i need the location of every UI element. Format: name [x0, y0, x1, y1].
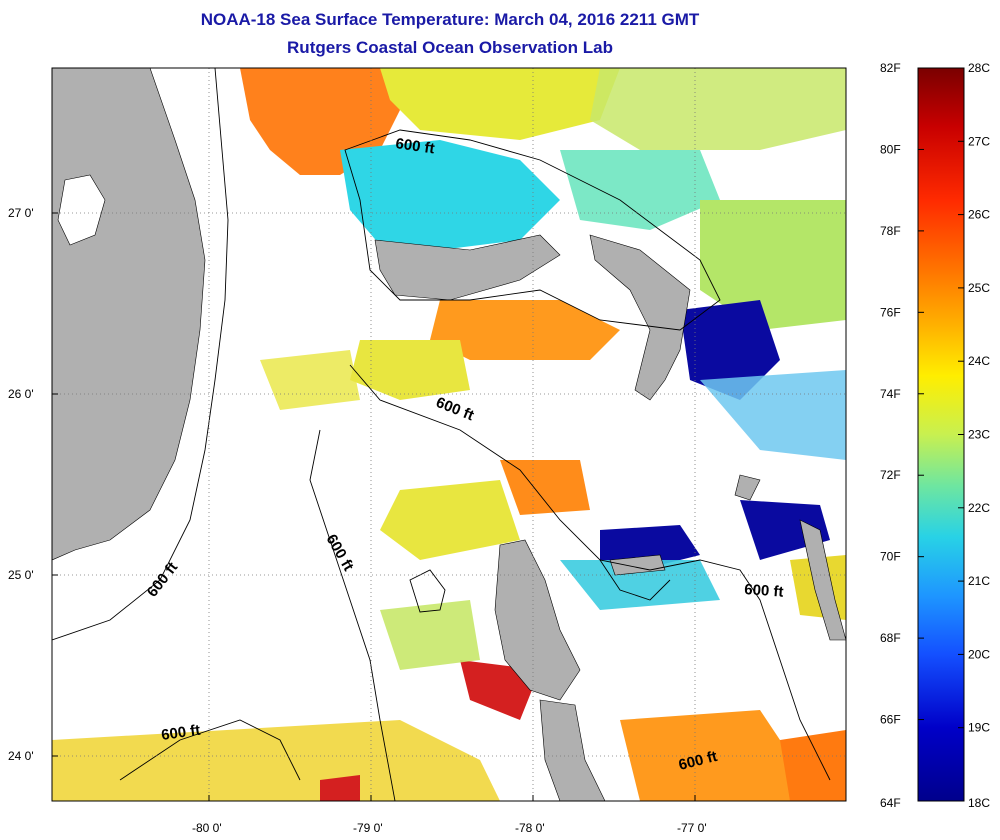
sst-patch-green-north	[590, 68, 846, 150]
lat-label: 25 0'	[8, 568, 34, 582]
sst-patch-dark-blue	[680, 300, 780, 400]
lat-label: 26 0'	[8, 387, 34, 401]
colorbar-c-label: 27C	[968, 134, 990, 148]
colorbar-c-label: 25C	[968, 281, 990, 295]
colorbar-f-label: 80F	[880, 142, 901, 156]
lon-axis-labels: -80 0' -79 0' -78 0' -77 0'	[192, 821, 707, 835]
sst-patch-yellow-north	[380, 68, 620, 140]
sst-patch-yellow-mid	[350, 340, 470, 400]
contour-tongue	[599, 559, 671, 601]
colorbar-c-label: 18C	[968, 796, 990, 810]
colorbar-gradient	[917, 67, 965, 802]
colorbar-c-label: 19C	[968, 721, 990, 735]
colorbar: 82F 80F 78F 76F 74F 72F 70F 68F 66F 64F 28C 27C 26C…	[880, 61, 990, 810]
land-eleuthera	[734, 474, 761, 501]
lon-label: -77 0'	[677, 821, 707, 835]
colorbar-fahrenheit-labels: 82F 80F 78F 76F 74F 72F 70F 68F 66F 64F	[880, 61, 924, 810]
sst-patches	[52, 68, 846, 801]
contour-great-bahama	[349, 364, 831, 781]
colorbar-c-label: 21C	[968, 574, 990, 588]
map-frame	[51, 67, 847, 802]
sst-patch-red-sw	[320, 775, 360, 801]
colorbar-f-label: 66F	[880, 713, 901, 727]
sst-patch-green-east	[700, 200, 846, 330]
sst-patch-green-sc	[380, 600, 480, 670]
sst-patch-orange-mid	[430, 300, 620, 360]
map-title: NOAA-18 Sea Surface Temperature: March 0…	[200, 10, 700, 29]
colorbar-f-label: 78F	[880, 224, 901, 238]
lon-label: -78 0'	[515, 821, 545, 835]
map-subtitle: Rutgers Coastal Ocean Observation Lab	[287, 38, 613, 57]
lat-label: 24 0'	[8, 749, 34, 763]
land-grand-bahama	[374, 234, 561, 301]
sst-patch-cyan	[340, 140, 560, 250]
colorbar-celsius-labels: 28C 27C 26C 25C 24C 23C 22C 21C 20C 19C 18C	[958, 61, 990, 810]
colorbar-f-label: 70F	[880, 550, 901, 564]
colorbar-f-label: 76F	[880, 305, 901, 319]
colorbar-f-label: 74F	[880, 387, 901, 401]
sst-patch-cyan-2	[560, 150, 720, 230]
contour-cay-sal	[409, 569, 446, 613]
contour-florida-shelf	[52, 68, 229, 641]
sst-patch-yellow-south	[52, 720, 500, 801]
colorbar-c-label: 20C	[968, 647, 990, 661]
land	[52, 68, 846, 801]
contour-great-bahama-w	[309, 429, 396, 801]
contour-label: 600 ft	[744, 581, 784, 601]
colorbar-f-label: 64F	[880, 796, 901, 810]
bathymetry-contours	[52, 68, 831, 801]
contour-label: 600 ft	[394, 135, 435, 157]
colorbar-f-label: 72F	[880, 468, 901, 482]
colorbar-f-label: 68F	[880, 631, 901, 645]
sst-patch-orange-se	[780, 730, 846, 801]
colorbar-c-label: 26C	[968, 208, 990, 222]
lon-label: -79 0'	[353, 821, 383, 835]
contour-little-bahama	[344, 129, 721, 331]
sst-patch-light-blue	[700, 370, 846, 460]
land-abaco	[589, 234, 691, 401]
sst-patch-cyan-sc	[560, 560, 720, 610]
lake-okeechobee	[57, 174, 106, 246]
colorbar-c-label: 28C	[968, 61, 990, 75]
lon-label: -80 0'	[192, 821, 222, 835]
land-andros-south	[539, 699, 606, 801]
contour-label: 600 ft	[160, 722, 201, 744]
contour-south-west	[119, 719, 301, 781]
land-andros	[494, 539, 581, 701]
lat-label: 27 0'	[8, 206, 34, 220]
sst-patch-yellow-west	[260, 350, 360, 410]
sst-patch-yellow-sc	[380, 480, 520, 560]
colorbar-c-label: 22C	[968, 501, 990, 515]
land-exuma	[799, 519, 846, 641]
colorbar-c-label: 23C	[968, 428, 990, 442]
graticule	[52, 68, 846, 801]
lat-axis-labels: 27 0' 26 0' 25 0' 24 0'	[8, 206, 34, 763]
axis-ticks	[52, 212, 696, 801]
map-area: 600 ft 600 ft 600 ft 600 ft 600 ft 600 f…	[52, 68, 846, 801]
colorbar-f-label: 82F	[880, 61, 901, 75]
colorbar-c-label: 24C	[968, 354, 990, 368]
